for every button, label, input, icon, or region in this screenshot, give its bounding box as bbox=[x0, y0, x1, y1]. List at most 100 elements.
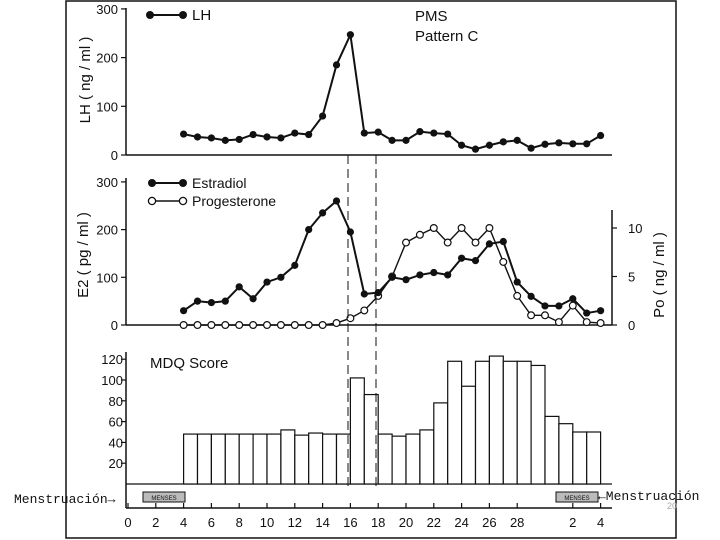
lh-point bbox=[555, 139, 563, 147]
mdq-bar bbox=[516, 360, 532, 485]
estradiol-point bbox=[444, 271, 452, 279]
mdq-y-tick-label: 20 bbox=[109, 456, 123, 471]
estradiol-point bbox=[527, 292, 535, 300]
mdq-bar bbox=[530, 364, 546, 485]
mdq-bar bbox=[252, 433, 268, 485]
mdq-bar bbox=[502, 360, 518, 485]
mdq-bar bbox=[322, 433, 338, 485]
lh-point bbox=[513, 136, 521, 144]
lh-point bbox=[527, 144, 535, 152]
progesterone-point bbox=[332, 319, 341, 328]
estradiol-point bbox=[360, 290, 368, 298]
corner-number: 20 bbox=[667, 501, 677, 511]
mdq-bar bbox=[572, 431, 588, 485]
e2-y-axis-label: E2 ( pg / ml ) bbox=[75, 212, 92, 298]
po-y-axis-label: Po ( ng / ml ) bbox=[651, 232, 668, 318]
lh-series-line bbox=[183, 31, 602, 151]
lh-point bbox=[374, 128, 382, 136]
progesterone-point bbox=[554, 318, 563, 327]
po-y-tick-label: 0 bbox=[628, 318, 635, 333]
estradiol-point bbox=[388, 273, 396, 281]
lh-point bbox=[499, 138, 507, 146]
lh-point bbox=[485, 141, 493, 149]
progesterone-point bbox=[513, 291, 522, 300]
mdq-bar bbox=[210, 433, 226, 485]
lh-point bbox=[416, 128, 424, 136]
lh-point bbox=[360, 129, 368, 137]
estradiol-point bbox=[555, 302, 563, 310]
mdq-bar bbox=[238, 433, 254, 485]
lh-point bbox=[305, 130, 313, 139]
estradiol-point bbox=[416, 271, 424, 279]
mdq-bar bbox=[349, 377, 365, 485]
lh-legend-marker bbox=[146, 11, 154, 19]
lh-point bbox=[319, 112, 327, 120]
lh-y-tick-label: 300 bbox=[96, 2, 118, 17]
menstruation-left-label: Menstruación→ bbox=[14, 492, 116, 507]
menstruation-right-label: ←Menstruación bbox=[598, 489, 699, 504]
mdq-bar bbox=[183, 433, 199, 485]
lh-point bbox=[430, 129, 438, 137]
progesterone-point bbox=[304, 321, 313, 330]
x-tick-label: 2 bbox=[569, 515, 576, 530]
mdq-bar bbox=[266, 433, 282, 485]
lh-point bbox=[597, 131, 605, 140]
lh-y-tick-label: 100 bbox=[96, 99, 118, 114]
x-tick-label: 26 bbox=[482, 515, 496, 530]
mdq-bar bbox=[308, 432, 324, 485]
progesterone-point bbox=[249, 321, 258, 330]
estradiol-legend-marker bbox=[179, 179, 187, 187]
lh-point bbox=[402, 136, 410, 144]
progesterone-point bbox=[485, 224, 494, 233]
estradiol-point bbox=[319, 209, 327, 217]
estradiol-point bbox=[513, 278, 521, 286]
menses-bar-left bbox=[142, 491, 186, 503]
lh-point bbox=[235, 135, 243, 144]
x-tick-label: 24 bbox=[454, 515, 468, 530]
mdq-bar bbox=[377, 433, 393, 485]
lh-point bbox=[569, 140, 577, 148]
progesterone-point bbox=[527, 311, 536, 320]
estradiol-point bbox=[193, 297, 202, 305]
mdq-bar bbox=[294, 434, 310, 485]
estradiol-point bbox=[430, 268, 438, 277]
e2-y-tick-label: 0 bbox=[111, 318, 118, 333]
x-tick-label: 2 bbox=[152, 515, 159, 530]
estradiol-point bbox=[207, 298, 215, 307]
estradiol-point bbox=[597, 307, 605, 315]
lh-y-tick-label: 200 bbox=[96, 51, 118, 66]
progesterone-point bbox=[499, 257, 508, 266]
mdq-bar bbox=[586, 431, 602, 485]
progesterone-point bbox=[193, 321, 202, 330]
x-tick-label: 12 bbox=[288, 515, 302, 530]
mdq-bar bbox=[391, 435, 407, 485]
progesterone-point bbox=[540, 311, 549, 320]
progesterone-point bbox=[318, 321, 327, 330]
estradiol-point bbox=[402, 276, 410, 284]
progesterone-legend-label: Progesterone bbox=[192, 193, 276, 209]
lh-point bbox=[471, 145, 480, 153]
progesterone-point bbox=[290, 321, 299, 330]
x-tick-label: 22 bbox=[427, 515, 441, 530]
x-tick-label: 4 bbox=[597, 515, 604, 530]
po-y-tick-label: 10 bbox=[628, 221, 642, 236]
lh-y-axis-label: LH ( ng / ml ) bbox=[77, 37, 94, 124]
x-tick-label: 18 bbox=[371, 515, 385, 530]
mdq-bar bbox=[461, 385, 477, 485]
progesterone-point bbox=[443, 238, 452, 247]
estradiol-point bbox=[541, 302, 549, 310]
estradiol-point bbox=[583, 309, 591, 317]
x-tick-label: 20 bbox=[399, 515, 413, 530]
mdq-y-tick-label: 80 bbox=[109, 394, 123, 409]
hormone-panel: 0 100 200 300 0 5 10 E2 ( pg / ml ) Po ( ng / ml… bbox=[75, 175, 668, 333]
estradiol-point bbox=[346, 228, 354, 236]
pattern-label: Pattern C bbox=[415, 28, 479, 45]
estradiol-point bbox=[277, 273, 285, 281]
estradiol-point bbox=[569, 295, 577, 303]
mdq-bar bbox=[433, 402, 449, 485]
lh-y-tick-label: 0 bbox=[111, 148, 118, 163]
mdq-title: MDQ Score bbox=[150, 355, 228, 372]
progesterone-point bbox=[471, 238, 480, 247]
mdq-bar bbox=[405, 433, 421, 485]
